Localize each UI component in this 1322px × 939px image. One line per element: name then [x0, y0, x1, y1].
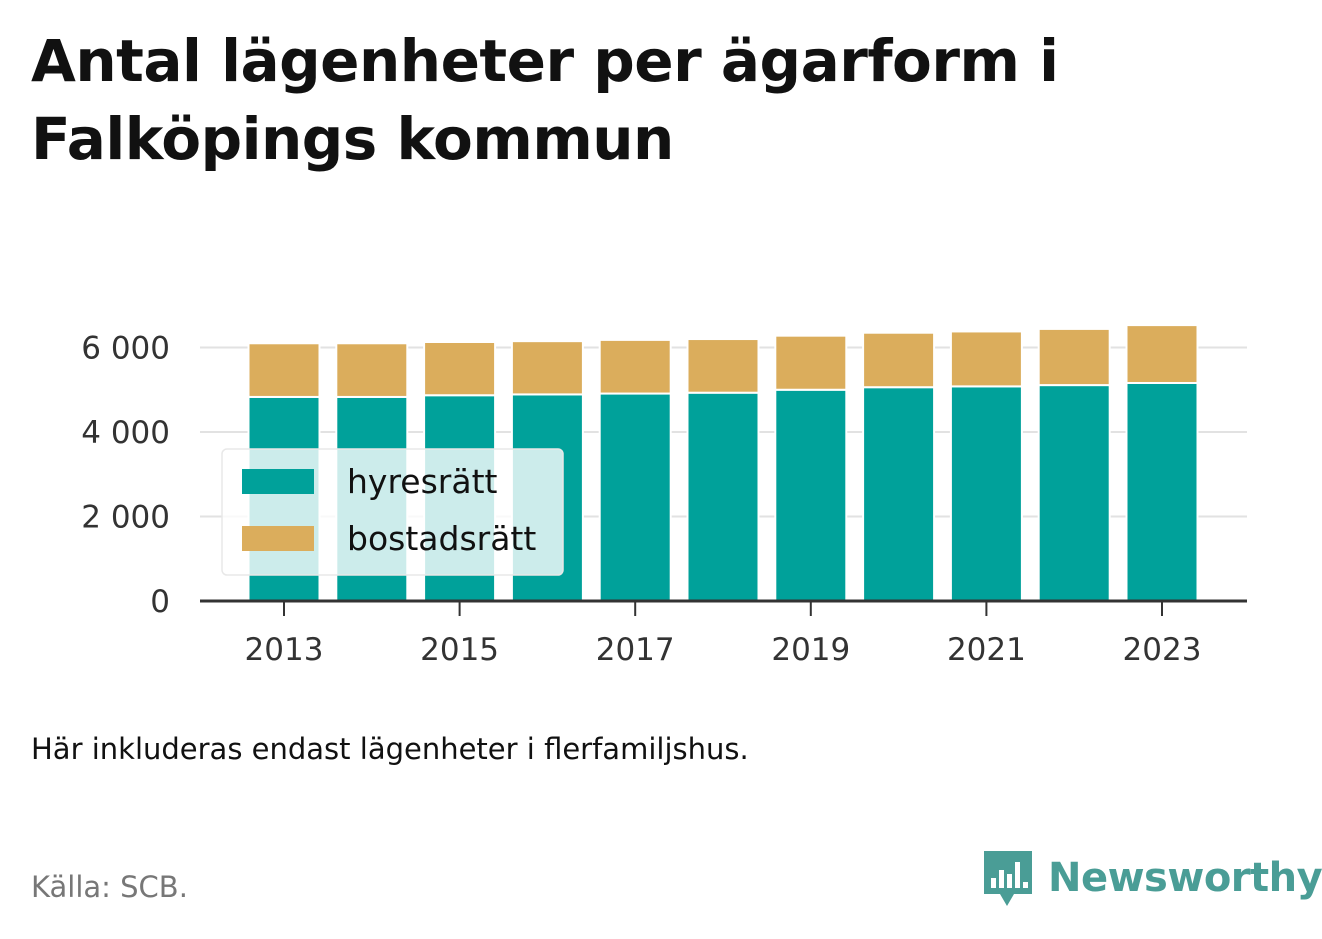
- y-tick-label: 6 000: [81, 331, 170, 367]
- bar-bostadsratt: [510, 340, 584, 396]
- x-axis: [200, 599, 1247, 616]
- bar-hyresratt: [598, 392, 672, 602]
- legend: hyresrätt bostadsrätt: [221, 448, 564, 576]
- chart-title: Antal lägenheter per ägarform i Falköpin…: [31, 27, 1059, 173]
- x-tick-label: 2019: [771, 632, 850, 668]
- bar-bostadsratt: [949, 330, 1023, 388]
- x-tick-label: 2015: [420, 632, 499, 668]
- bar-bostadsratt: [423, 341, 497, 397]
- bar-bostadsratt: [774, 334, 848, 391]
- bar-hyresratt: [1125, 381, 1199, 602]
- bar-bostadsratt: [686, 338, 760, 394]
- y-tick-label: 2 000: [81, 500, 170, 536]
- bar-bostadsratt: [247, 342, 321, 398]
- y-tick-label: 4 000: [81, 415, 170, 451]
- legend-swatch: [242, 526, 314, 551]
- bar-bostadsratt: [1125, 324, 1199, 384]
- legend-label: hyresrätt: [347, 462, 498, 501]
- bar-hyresratt: [686, 391, 760, 602]
- x-tick-label: 2013: [245, 632, 324, 668]
- bar-bostadsratt: [598, 338, 672, 395]
- bar-hyresratt: [1037, 384, 1111, 603]
- x-tick-label: 2021: [947, 632, 1026, 668]
- x-axis-labels: 2013 2015 2017 2019 2021 2023: [245, 632, 1202, 668]
- bar-hyresratt: [774, 388, 848, 602]
- chart-note: Här inkluderas endast lägenheter i flerf…: [31, 732, 749, 766]
- x-tick-label: 2017: [596, 632, 675, 668]
- bar-bostadsratt: [1037, 327, 1111, 387]
- legend-swatch: [242, 469, 314, 494]
- bar-chart-speech-bubble-icon: [984, 851, 1032, 906]
- newsworthy-logo: Newsworthy: [980, 848, 1322, 908]
- stacked-bar-chart: 0 2 000 4 000 6 000 2013 2015 2017 2019 2021 202…: [81, 324, 1247, 668]
- bar-bostadsratt: [862, 331, 936, 389]
- y-tick-label: 0: [150, 584, 170, 620]
- bar-hyresratt: [949, 385, 1023, 602]
- brand-name: Newsworthy: [1048, 855, 1322, 901]
- y-axis-labels: 0 2 000 4 000 6 000: [81, 331, 170, 621]
- source-text: Källa: SCB.: [31, 870, 188, 904]
- x-tick-label: 2023: [1123, 632, 1202, 668]
- bar-bostadsratt: [335, 342, 409, 398]
- legend-label: bostadsrätt: [347, 519, 536, 558]
- bar-hyresratt: [862, 386, 936, 602]
